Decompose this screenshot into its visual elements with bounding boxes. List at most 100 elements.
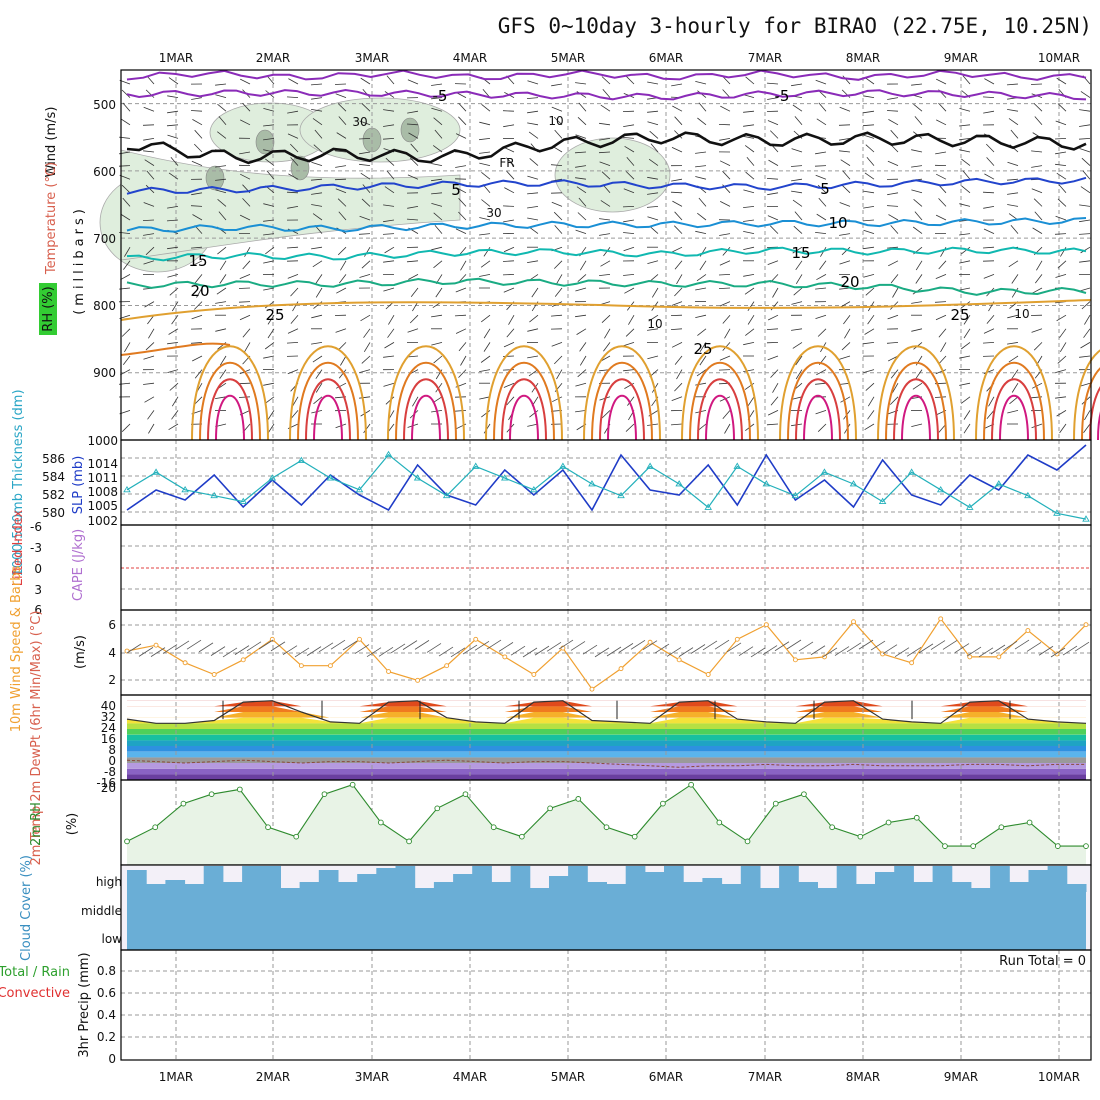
temp-tick: 40: [101, 699, 116, 713]
date-tick-bottom: 6MAR: [649, 1070, 684, 1084]
wind-barb: [194, 301, 203, 310]
wind-barb: [121, 423, 131, 432]
wind-barb: [1008, 118, 1019, 126]
wind-barb: [744, 382, 755, 390]
thickness-tick: 586: [42, 452, 65, 466]
surface-wind-barb: [570, 641, 586, 651]
wind-barb: [242, 260, 251, 270]
wind-speed-marker: [734, 636, 740, 642]
wind-barb: [264, 396, 275, 404]
wind-barb: [383, 219, 395, 223]
wind-barb: [361, 260, 371, 269]
wind-barb: [1008, 355, 1019, 363]
wind-barb: [815, 232, 827, 234]
cloud-high-bar: [1028, 870, 1049, 892]
wind-barb: [867, 410, 875, 420]
wind-barb: [504, 187, 515, 194]
wind-barb: [866, 156, 875, 166]
wind-barb: [839, 106, 851, 112]
precip-total-label: Total / Rain: [0, 965, 70, 980]
wind-speed-line: [126, 617, 1087, 690]
temp2m-series: [126, 700, 1087, 768]
slp-marker: [268, 474, 277, 481]
wind-barb: [458, 369, 467, 378]
wind-barb: [502, 110, 515, 112]
wind-barb: [1008, 260, 1019, 268]
surface-wind-barb: [162, 644, 178, 654]
surface-wind-barb: [282, 645, 298, 656]
wind-barb: [792, 342, 803, 349]
rh2m-marker: [631, 833, 638, 840]
wind-barb: [743, 231, 755, 234]
wind-barb: [363, 423, 371, 434]
wind-speed-marker: [240, 657, 246, 663]
cloud-high-bar: [1009, 882, 1029, 892]
rh2m-marker: [236, 786, 243, 793]
wind-barb: [1007, 192, 1019, 195]
wind-barb: [311, 246, 323, 250]
wind-barb: [263, 219, 275, 222]
wind-barb: [674, 225, 683, 234]
wind-barb: [792, 246, 803, 254]
cloud-high-bar: [184, 884, 205, 892]
warm-isotherm-loop: [1081, 367, 1100, 441]
wind-barb: [455, 328, 467, 334]
wind-speed-marker: [269, 636, 275, 642]
wind-barb: [627, 396, 635, 406]
wind10m-grid: [121, 610, 1091, 695]
wind-barb: [575, 134, 587, 139]
rh2m-marker: [349, 781, 356, 788]
surface-wind-barb: [978, 647, 994, 658]
wind-barb: [407, 328, 419, 333]
rh2m-marker: [716, 819, 723, 826]
wind-barb: [671, 83, 683, 87]
wind-barb: [722, 89, 731, 98]
wind-barb: [695, 382, 707, 386]
wind-barb: [862, 124, 875, 127]
wind-barb: [481, 199, 491, 207]
slp-marker: [588, 480, 596, 487]
wind-barb: [361, 103, 371, 112]
wind-barb: [121, 328, 131, 337]
slp-tick: 1014: [87, 457, 118, 471]
wind-barb: [817, 423, 827, 432]
wind-speed-marker: [822, 654, 827, 660]
wind-barb: [219, 369, 227, 379]
wind-barb: [1059, 342, 1067, 353]
wind-barb: [239, 214, 251, 221]
wind-barb: [699, 342, 707, 352]
wind-barb: [531, 287, 539, 298]
wind-barb: [266, 75, 275, 85]
contour-label: 20: [190, 282, 209, 300]
wind-speed-marker: [1083, 622, 1089, 628]
warm-isotherm-loop: [313, 395, 343, 441]
cloud-high-bar: [414, 888, 435, 892]
wind-barb: [1007, 314, 1019, 319]
wind-barb: [1057, 198, 1067, 207]
wind-barb: [458, 102, 467, 112]
wind-speed-marker: [153, 642, 159, 648]
temperature-band: [127, 774, 1086, 780]
wind-barb: [575, 229, 587, 234]
wind-barb: [454, 314, 467, 317]
wind-barb: [387, 328, 395, 338]
wind-barb: [747, 396, 755, 407]
wind-barb: [767, 260, 779, 265]
wind-barb: [934, 396, 947, 398]
wind-barb: [815, 174, 827, 180]
cape-axis-label: CAPE (J/kg): [71, 529, 86, 601]
wind-barb: [313, 396, 323, 405]
warm-isotherm-loop: [207, 378, 253, 441]
wind-barb: [142, 219, 155, 221]
warm-isotherm-loop: [215, 395, 245, 441]
wind-barb: [574, 151, 587, 154]
slp-marker: [965, 503, 974, 510]
wind-barb: [554, 225, 563, 234]
wind-barb: [865, 382, 875, 391]
slp-marker: [471, 462, 480, 469]
cloud-high-bar: [165, 880, 186, 892]
wind-barb: [263, 138, 275, 141]
temp2m-panel: 40 32 24 16 8 0 -8 -16 2m Temp 2m DewPt …: [29, 611, 1092, 865]
wind-barb: [481, 103, 491, 112]
cloud-high-bar: [990, 866, 1010, 892]
